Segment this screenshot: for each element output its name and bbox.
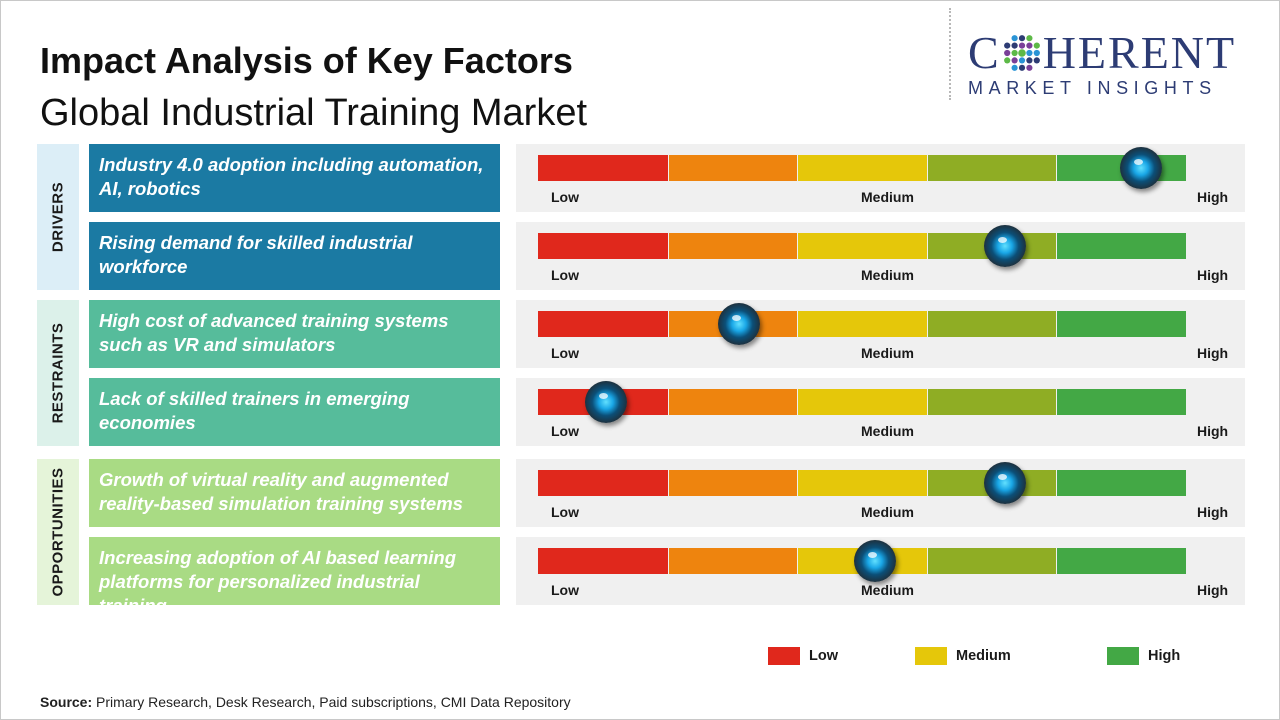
- factor-label: High cost of advanced training systems s…: [89, 300, 500, 368]
- chart-subtitle: Global Industrial Training Market: [40, 92, 588, 134]
- logo-dot: [1003, 49, 1010, 57]
- scale-label-low: Low: [551, 189, 579, 205]
- factor-label: Rising demand for skilled industrial wor…: [89, 222, 500, 290]
- factor-label: Growth of virtual reality and augmented …: [89, 459, 500, 527]
- logo-dot: [1018, 42, 1025, 49]
- logo-dot: [1011, 35, 1018, 42]
- meter-segment: [538, 155, 668, 181]
- logo-dot: [1025, 42, 1033, 49]
- logo-dot: [1018, 35, 1025, 42]
- factor-label: Lack of skilled trainers in emerging eco…: [89, 378, 500, 446]
- scale-label-medium: Medium: [861, 504, 914, 520]
- logo-dot: [1011, 64, 1018, 71]
- logo-dot: [1025, 35, 1033, 42]
- legend-label-medium: Medium: [956, 648, 1011, 664]
- logo-text-right: HERENT: [1042, 27, 1237, 78]
- meter-segment: [668, 155, 798, 181]
- logo-dot-icon: [1003, 35, 1040, 71]
- meter-segment: [798, 470, 927, 496]
- meter-segment: [927, 548, 1057, 574]
- meter-segment: [668, 233, 798, 259]
- impact-marker: [983, 225, 1026, 267]
- meter-segment: [798, 155, 927, 181]
- category-label: DRIVERS: [49, 181, 67, 253]
- meter-segment: [927, 389, 1057, 415]
- meter-segment: [668, 389, 798, 415]
- category-opportunities: OPPORTUNITIES: [37, 459, 79, 605]
- meter-segment: [1057, 548, 1186, 574]
- scale-label-high: High: [1197, 267, 1229, 283]
- legend-swatch-low: [768, 647, 800, 665]
- chart-title: Impact Analysis of Key Factors: [40, 40, 573, 81]
- meter-segment: [538, 470, 668, 496]
- logo-wordmark: C HERENT: [968, 30, 1268, 76]
- logo-dot: [1003, 42, 1010, 49]
- logo-dot: [1003, 57, 1010, 64]
- scale-label-high: High: [1197, 582, 1229, 598]
- factor-label: Increasing adoption of AI based learning…: [89, 537, 500, 605]
- logo-dot: [1018, 64, 1025, 71]
- company-logo: C HERENT MARKET INSIGHTS: [968, 30, 1268, 99]
- source-note: Source: Primary Research, Desk Research,…: [40, 694, 571, 710]
- legend-label-low: Low: [809, 648, 838, 664]
- meter-segment: [798, 389, 927, 415]
- impact-marker: [853, 540, 896, 582]
- legend-swatch-high: [1107, 647, 1139, 665]
- scale-label-medium: Medium: [861, 345, 914, 361]
- logo-dot: [1033, 57, 1040, 64]
- scale-label-medium: Medium: [861, 582, 914, 598]
- meter-segment: [538, 548, 668, 574]
- meter-segment: [1057, 233, 1186, 259]
- meter-segment: [668, 470, 798, 496]
- scale-label-low: Low: [551, 504, 579, 520]
- impact-marker: [983, 462, 1026, 504]
- meter-segment: [798, 233, 927, 259]
- source-text: Primary Research, Desk Research, Paid su…: [92, 694, 571, 710]
- logo-dot: [1025, 57, 1033, 64]
- legend-label-high: High: [1148, 648, 1181, 664]
- meter-segment: [927, 155, 1057, 181]
- meter-segment: [1057, 389, 1186, 415]
- category-drivers: DRIVERS: [37, 144, 79, 290]
- scale-label-low: Low: [551, 267, 579, 283]
- meter-segment: [798, 311, 927, 337]
- source-label: Source:: [40, 694, 93, 710]
- logo-text-left: C: [968, 27, 1001, 78]
- scale-label-high: High: [1197, 423, 1229, 439]
- logo-dot: [1025, 64, 1033, 71]
- logo-dot: [1033, 42, 1040, 49]
- logo-dot: [1011, 49, 1018, 57]
- logo-dot: [1017, 49, 1026, 57]
- category-label: OPPORTUNITIES: [49, 467, 67, 597]
- logo-dot: [1018, 57, 1025, 64]
- logo-dot: [1011, 57, 1018, 64]
- category-label: RESTRAINTS: [49, 322, 67, 424]
- logo-dot: [1011, 42, 1018, 49]
- scale-label-high: High: [1197, 189, 1229, 205]
- scale-label-medium: Medium: [861, 267, 914, 283]
- meter-segment: [927, 311, 1057, 337]
- scale-label-low: Low: [551, 345, 579, 361]
- scale-label-low: Low: [551, 423, 579, 439]
- logo-dot: [1033, 49, 1040, 57]
- impact-marker: [717, 303, 760, 345]
- logo-tagline: MARKET INSIGHTS: [968, 78, 1217, 98]
- header-divider: [949, 8, 951, 100]
- factor-label: Industry 4.0 adoption including automati…: [89, 144, 500, 212]
- logo-dot: [1025, 49, 1033, 57]
- meter-segment: [668, 548, 798, 574]
- scale-label-high: High: [1197, 345, 1229, 361]
- scale-label-high: High: [1197, 504, 1229, 520]
- impact-marker: [1119, 147, 1162, 189]
- scale-label-medium: Medium: [861, 189, 914, 205]
- category-restraints: RESTRAINTS: [37, 300, 79, 446]
- impact-marker: [585, 381, 628, 423]
- meter-segment: [538, 311, 668, 337]
- scale-label-medium: Medium: [861, 423, 914, 439]
- meter-segment: [1057, 470, 1186, 496]
- scale-label-low: Low: [551, 582, 579, 598]
- meter-segment: [538, 233, 668, 259]
- legend-swatch-medium: [915, 647, 947, 665]
- meter-segment: [1057, 311, 1186, 337]
